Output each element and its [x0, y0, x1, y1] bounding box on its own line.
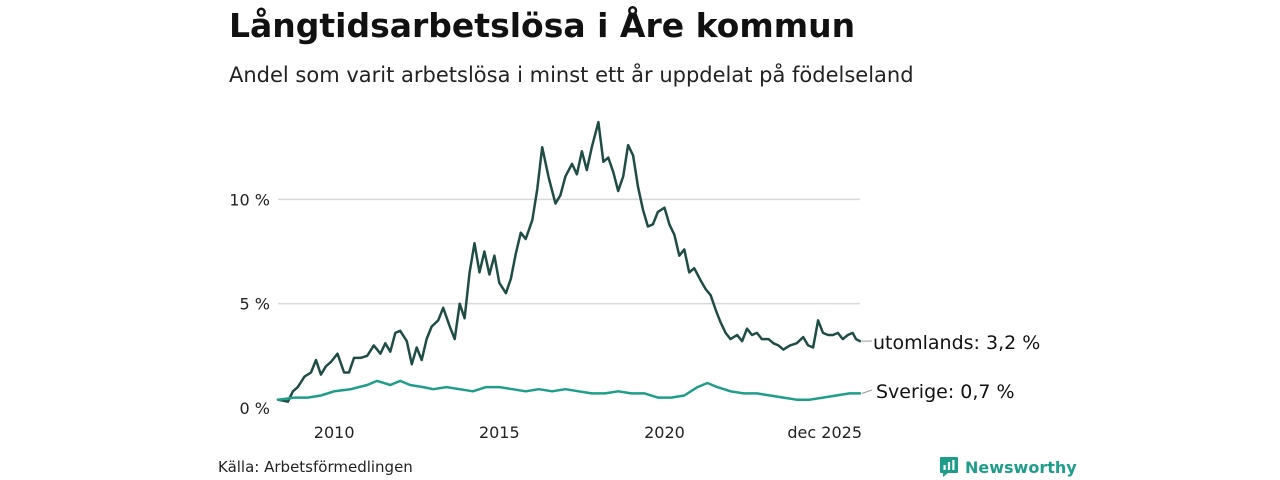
- source-note: Källa: Arbetsförmedlingen: [218, 458, 413, 476]
- bar-chart-badge-icon: [940, 457, 958, 477]
- chart-subtitle: Andel som varit arbetslösa i minst ett å…: [229, 63, 914, 87]
- series-lines: [276, 120, 862, 403]
- x-tick-label: 2020: [644, 423, 685, 442]
- y-axis: 0 % 5 % 10 %: [229, 190, 270, 418]
- chart-title: Långtidsarbetslösa i Åre kommun: [229, 6, 856, 45]
- x-tick-label: dec 2025: [787, 423, 862, 442]
- brand-name: Newsworthy: [965, 457, 1077, 477]
- brand-logo[interactable]: Newsworthy: [939, 456, 1077, 478]
- series-end-labels: utomlands: 3,2 % Sverige: 0,7 %: [861, 332, 1040, 403]
- grid-lines: [278, 198, 860, 305]
- x-axis: 2010 2015 2020 dec 2025: [314, 423, 862, 442]
- y-tick-label: 5 %: [240, 295, 270, 314]
- series-line-sverige: [276, 379, 862, 401]
- label-leader-line: [861, 389, 873, 394]
- series-end-label-utomlands: utomlands: 3,2 %: [873, 332, 1040, 354]
- x-tick-label: 2015: [479, 423, 520, 442]
- y-tick-label: 0 %: [240, 399, 270, 418]
- x-tick-label: 2010: [314, 423, 355, 442]
- series-end-label-sverige: Sverige: 0,7 %: [876, 381, 1015, 403]
- series-line-utomlands: [276, 120, 862, 403]
- y-tick-label: 10 %: [229, 190, 270, 209]
